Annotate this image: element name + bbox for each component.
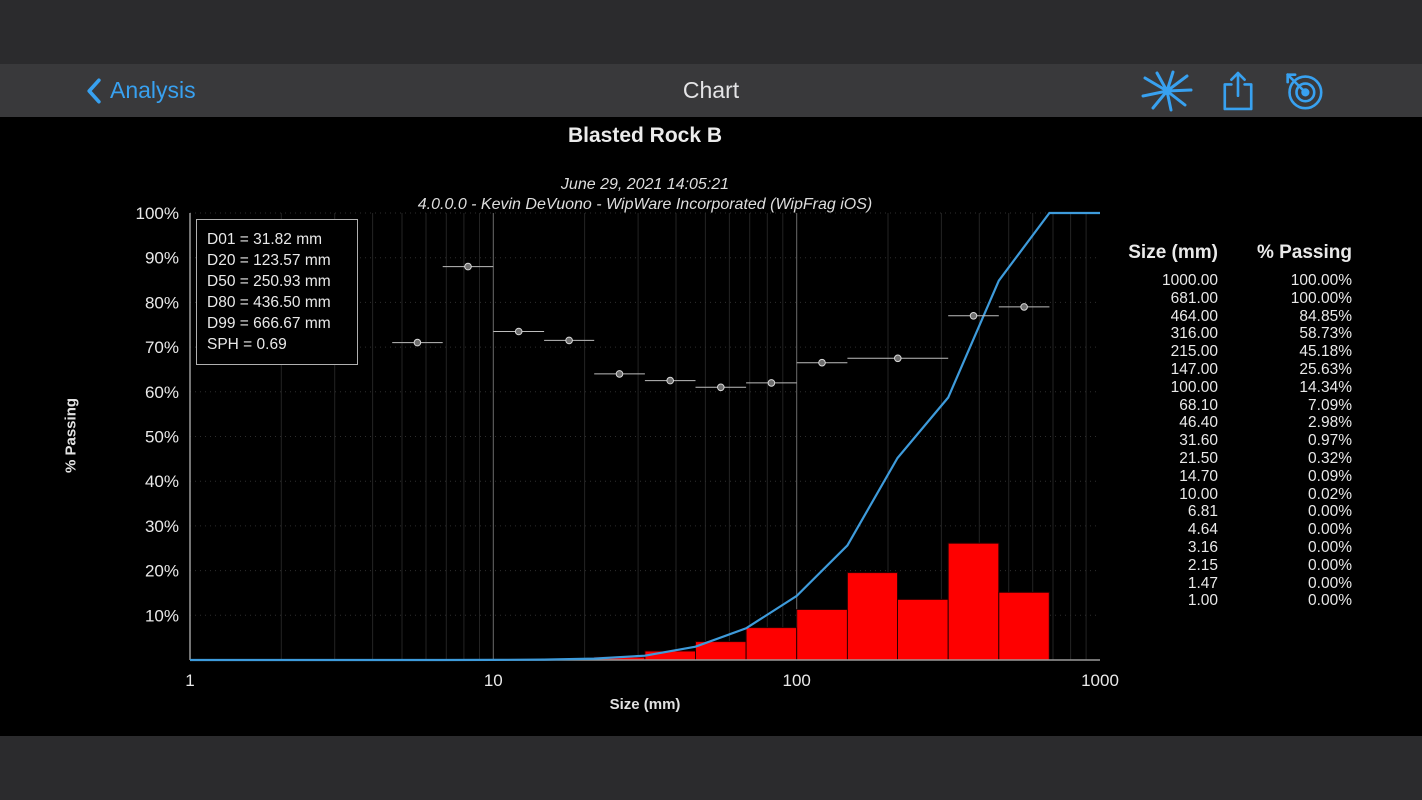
y-axis-label: % Passing bbox=[62, 397, 80, 474]
legend-line-d50: D50 = 250.93 mm bbox=[207, 273, 331, 290]
svg-text:30%: 30% bbox=[145, 517, 179, 536]
table-row: 6.81 0.00% bbox=[1187, 503, 1352, 521]
svg-text:10: 10 bbox=[484, 671, 503, 690]
svg-text:40%: 40% bbox=[145, 472, 179, 491]
target-button[interactable] bbox=[1283, 70, 1324, 111]
x-axis-label: Size (mm) bbox=[609, 696, 681, 713]
table-row: 46.40 2.98% bbox=[1179, 414, 1352, 432]
header-size: Size (mm) bbox=[1128, 242, 1218, 263]
share-button[interactable] bbox=[1221, 70, 1255, 112]
fragmentation-button[interactable] bbox=[1141, 70, 1193, 112]
fragmentation-icon bbox=[1141, 70, 1193, 112]
legend-line-d01: D01 = 31.82 mm bbox=[207, 231, 323, 248]
svg-text:10%: 10% bbox=[145, 606, 179, 625]
svg-text:100: 100 bbox=[783, 671, 811, 690]
status-bar-band bbox=[0, 0, 1422, 64]
results-table-header: Size (mm) % Passing bbox=[1104, 242, 1354, 264]
results-table: Size (mm) % Passing 1000.00 100.00% 681.00… bbox=[1104, 242, 1354, 610]
navigation-bar: Analysis Chart bbox=[0, 64, 1422, 117]
svg-text:50%: 50% bbox=[145, 428, 179, 447]
table-row: 2.15 0.00% bbox=[1187, 556, 1352, 574]
svg-text:1: 1 bbox=[185, 671, 194, 690]
legend-line-d80: D80 = 436.50 mm bbox=[207, 294, 331, 311]
table-row: 1000.00 100.00% bbox=[1161, 272, 1352, 289]
table-row: 10.00 0.02% bbox=[1179, 485, 1352, 503]
table-row: 681.00 100.00% bbox=[1170, 289, 1352, 307]
fragmentation-chart[interactable]: 10% 20% 30% 40% 50% 60% 70% 80% 90% 100% 1 10 100 100… bbox=[90, 203, 1120, 693]
target-icon bbox=[1283, 70, 1324, 111]
svg-text:60%: 60% bbox=[145, 383, 179, 402]
nav-actions bbox=[1141, 64, 1324, 117]
table-row: 31.60 0.97% bbox=[1179, 432, 1352, 450]
svg-text:100%: 100% bbox=[136, 204, 179, 223]
chart-title: Blasted Rock B bbox=[567, 124, 723, 147]
svg-text:70%: 70% bbox=[145, 338, 179, 357]
table-row: 1.00 0.00% bbox=[1187, 592, 1352, 610]
legend-line-d99: D99 = 666.67 mm bbox=[207, 315, 331, 332]
svg-text:1000: 1000 bbox=[1081, 671, 1119, 690]
share-icon bbox=[1221, 70, 1255, 112]
legend-line-d20: D20 = 123.57 mm bbox=[207, 252, 331, 269]
legend-line-sph: SPH = 0.69 bbox=[207, 336, 287, 353]
chart-subtitle-version: 4.0.0.0 - Kevin DeVuono - WipWare Incorp… bbox=[417, 196, 873, 213]
table-row: 1.47 0.00% bbox=[1187, 574, 1352, 592]
table-row: 21.50 0.32% bbox=[1179, 449, 1352, 467]
table-row: 68.10 7.09% bbox=[1179, 396, 1352, 414]
back-button[interactable]: Analysis bbox=[86, 64, 196, 117]
chevron-left-icon bbox=[86, 77, 101, 104]
table-row: 147.00 25.63% bbox=[1170, 360, 1352, 378]
table-row: 464.00 84.85% bbox=[1170, 307, 1352, 325]
legend-box: D01 = 31.82 mm D20 = 123.57 mm D50 = 250… bbox=[196, 219, 358, 365]
header-passing: % Passing bbox=[1256, 242, 1352, 263]
chart-subtitle-datetime: June 29, 2021 14:05:21 bbox=[560, 176, 730, 193]
back-button-label: Analysis bbox=[110, 77, 196, 103]
table-row: 100.00 14.34% bbox=[1170, 378, 1352, 396]
bottom-band bbox=[0, 736, 1422, 800]
table-row: 3.16 0.00% bbox=[1187, 538, 1352, 556]
table-row: 14.70 0.09% bbox=[1179, 467, 1352, 485]
results-table-body: 1000.00 100.00% 681.00 100.00% 464.00 84.85% 3… bbox=[1104, 272, 1354, 610]
svg-text:20%: 20% bbox=[145, 562, 179, 581]
svg-text:80%: 80% bbox=[145, 293, 179, 312]
table-row: 4.64 0.00% bbox=[1187, 521, 1352, 539]
table-row: 316.00 58.73% bbox=[1170, 325, 1352, 343]
svg-text:90%: 90% bbox=[145, 249, 179, 268]
table-row: 215.00 45.18% bbox=[1170, 343, 1352, 361]
